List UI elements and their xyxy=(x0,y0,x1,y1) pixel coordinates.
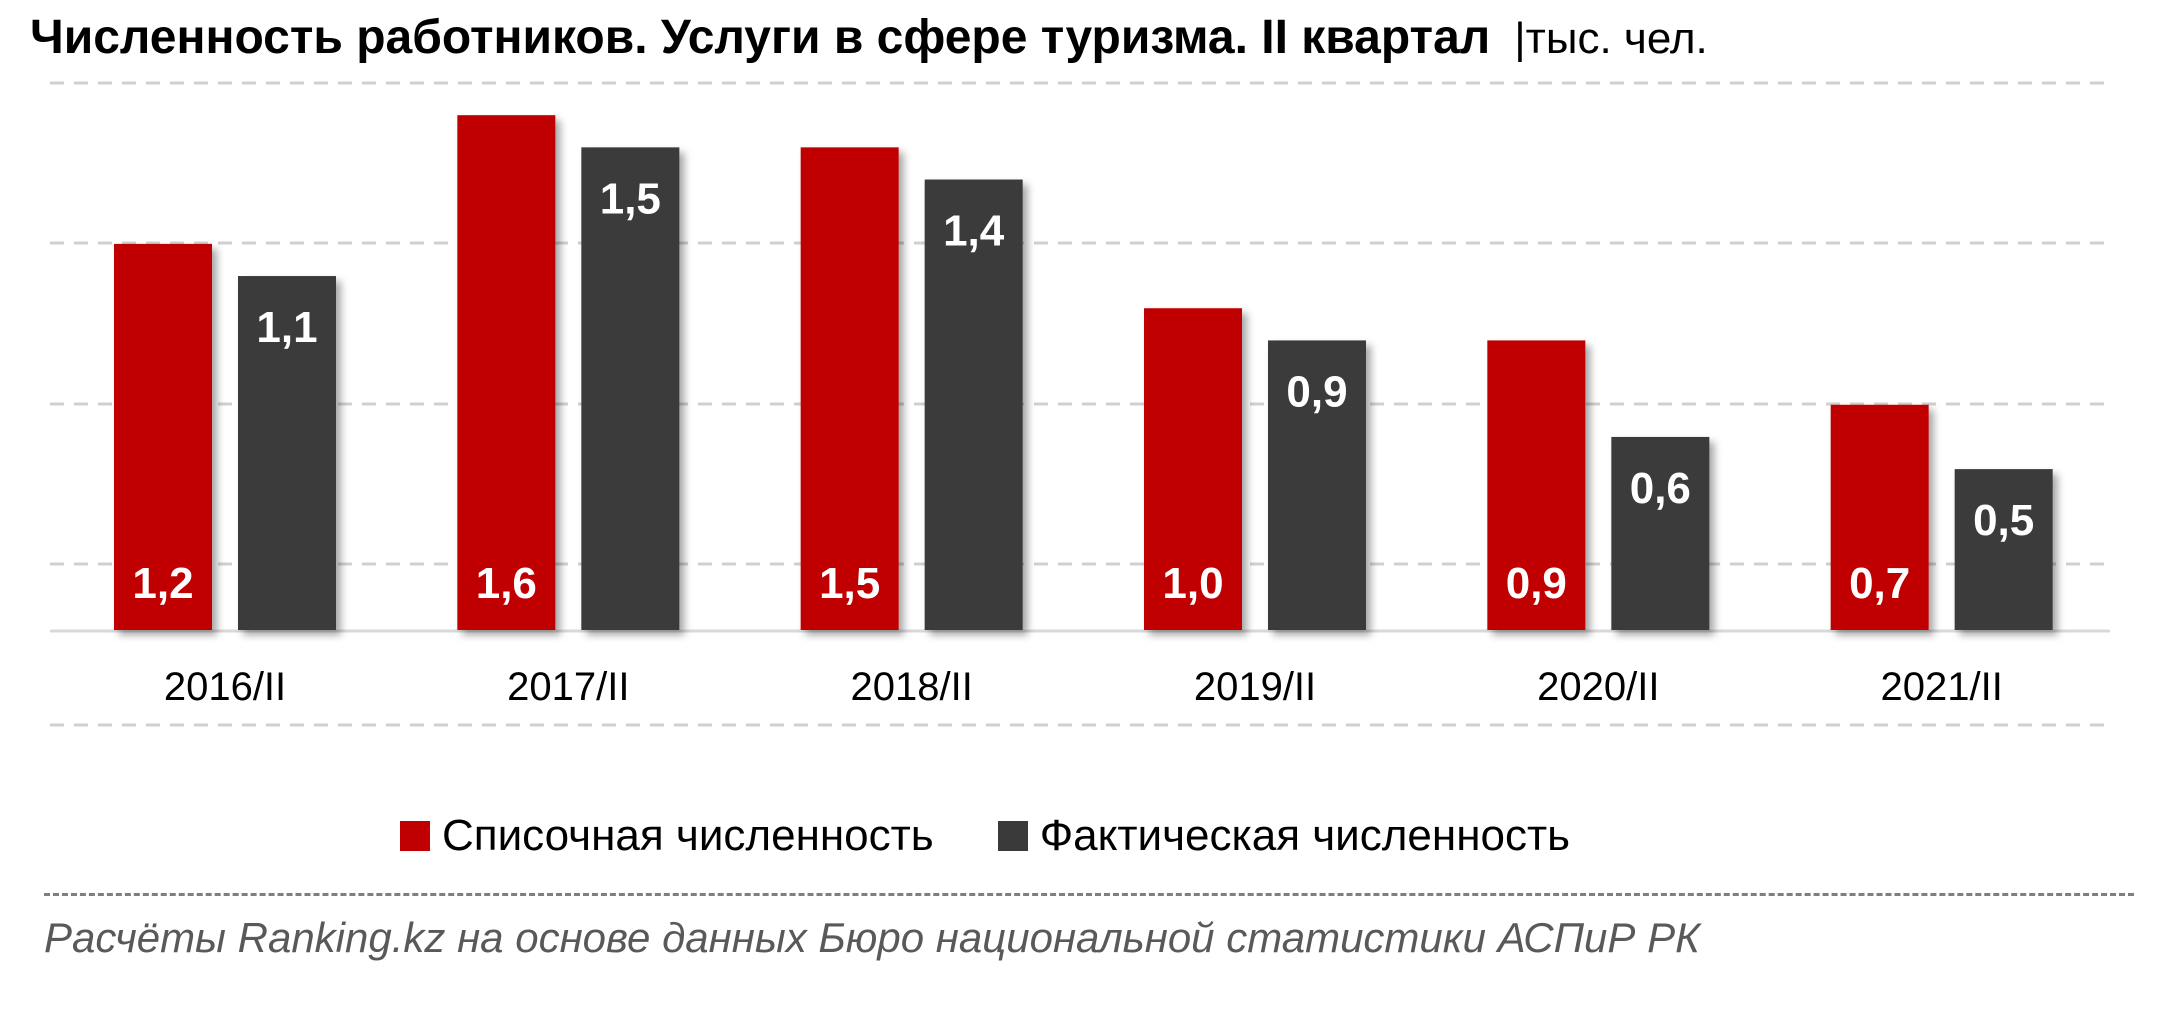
data-label-series2-2021/II: 0,5 xyxy=(1973,496,2034,545)
legend-swatch-series2 xyxy=(997,821,1028,851)
data-label-series2-2019/II: 0,9 xyxy=(1286,367,1347,416)
bar-series1-2020/II xyxy=(1487,340,1586,630)
legend-item-series1: Списочная численность xyxy=(400,811,934,861)
legend-label-series1: Списочная численность xyxy=(442,811,934,860)
chart-unit: |тыс. чел. xyxy=(1514,14,1708,63)
legend-label-series2: Фактическая численность xyxy=(1039,811,1571,860)
bar-series2-2019/II xyxy=(1268,340,1366,630)
bar-series1-2019/II xyxy=(1144,308,1242,630)
bar-series1-2018/II xyxy=(800,147,899,630)
x-tick-label-2020/II: 2020/II xyxy=(1537,665,1659,709)
chart-title-line: Численность работников. Услуги в сфере т… xyxy=(30,10,1708,65)
bar-series2-2018/II xyxy=(924,179,1023,630)
data-label-series2-2018/II: 1,4 xyxy=(943,207,1005,256)
bar-series2-2020/II xyxy=(1611,436,1710,630)
data-label-series2-2017/II: 1,5 xyxy=(600,174,661,223)
data-label-series2-2016/II: 1,1 xyxy=(256,303,317,352)
x-tick-label-2019/II: 2019/II xyxy=(1194,665,1316,709)
bar-series2-2016/II xyxy=(238,276,336,630)
legend: Списочная численность Фактическая числен… xyxy=(400,811,1634,861)
chart-title: Численность работников. Услуги в сфере т… xyxy=(30,11,1491,64)
source-note: Расчёты Ranking.kz на основе данных Бюро… xyxy=(44,914,1700,961)
x-tick-label-2016/II: 2016/II xyxy=(164,665,286,709)
data-label-series2-2020/II: 0,6 xyxy=(1630,464,1691,513)
bar-series1-2021/II xyxy=(1830,404,1929,630)
data-label-series1-2021/II: 0,7 xyxy=(1849,559,1910,608)
bar-series2-2021/II xyxy=(1954,469,2053,630)
source-divider xyxy=(44,893,2134,896)
data-label-series1-2020/II: 0,9 xyxy=(1506,559,1567,608)
x-tick-label-2018/II: 2018/II xyxy=(851,665,973,709)
data-label-series1-2019/II: 1,0 xyxy=(1162,559,1223,608)
x-tick-label-2021/II: 2021/II xyxy=(1881,665,2003,709)
data-label-series1-2016/II: 1,2 xyxy=(132,559,193,608)
bar-series2-2017/II xyxy=(581,147,680,630)
legend-item-series2: Фактическая численность xyxy=(997,811,1571,861)
x-tick-label-2017/II: 2017/II xyxy=(507,665,629,709)
legend-swatch-series1 xyxy=(400,821,430,851)
bar-series1-2017/II xyxy=(457,115,556,631)
data-label-series1-2017/II: 1,6 xyxy=(476,559,537,608)
data-label-series1-2018/II: 1,5 xyxy=(819,559,880,608)
bar-series1-2016/II xyxy=(114,243,212,630)
